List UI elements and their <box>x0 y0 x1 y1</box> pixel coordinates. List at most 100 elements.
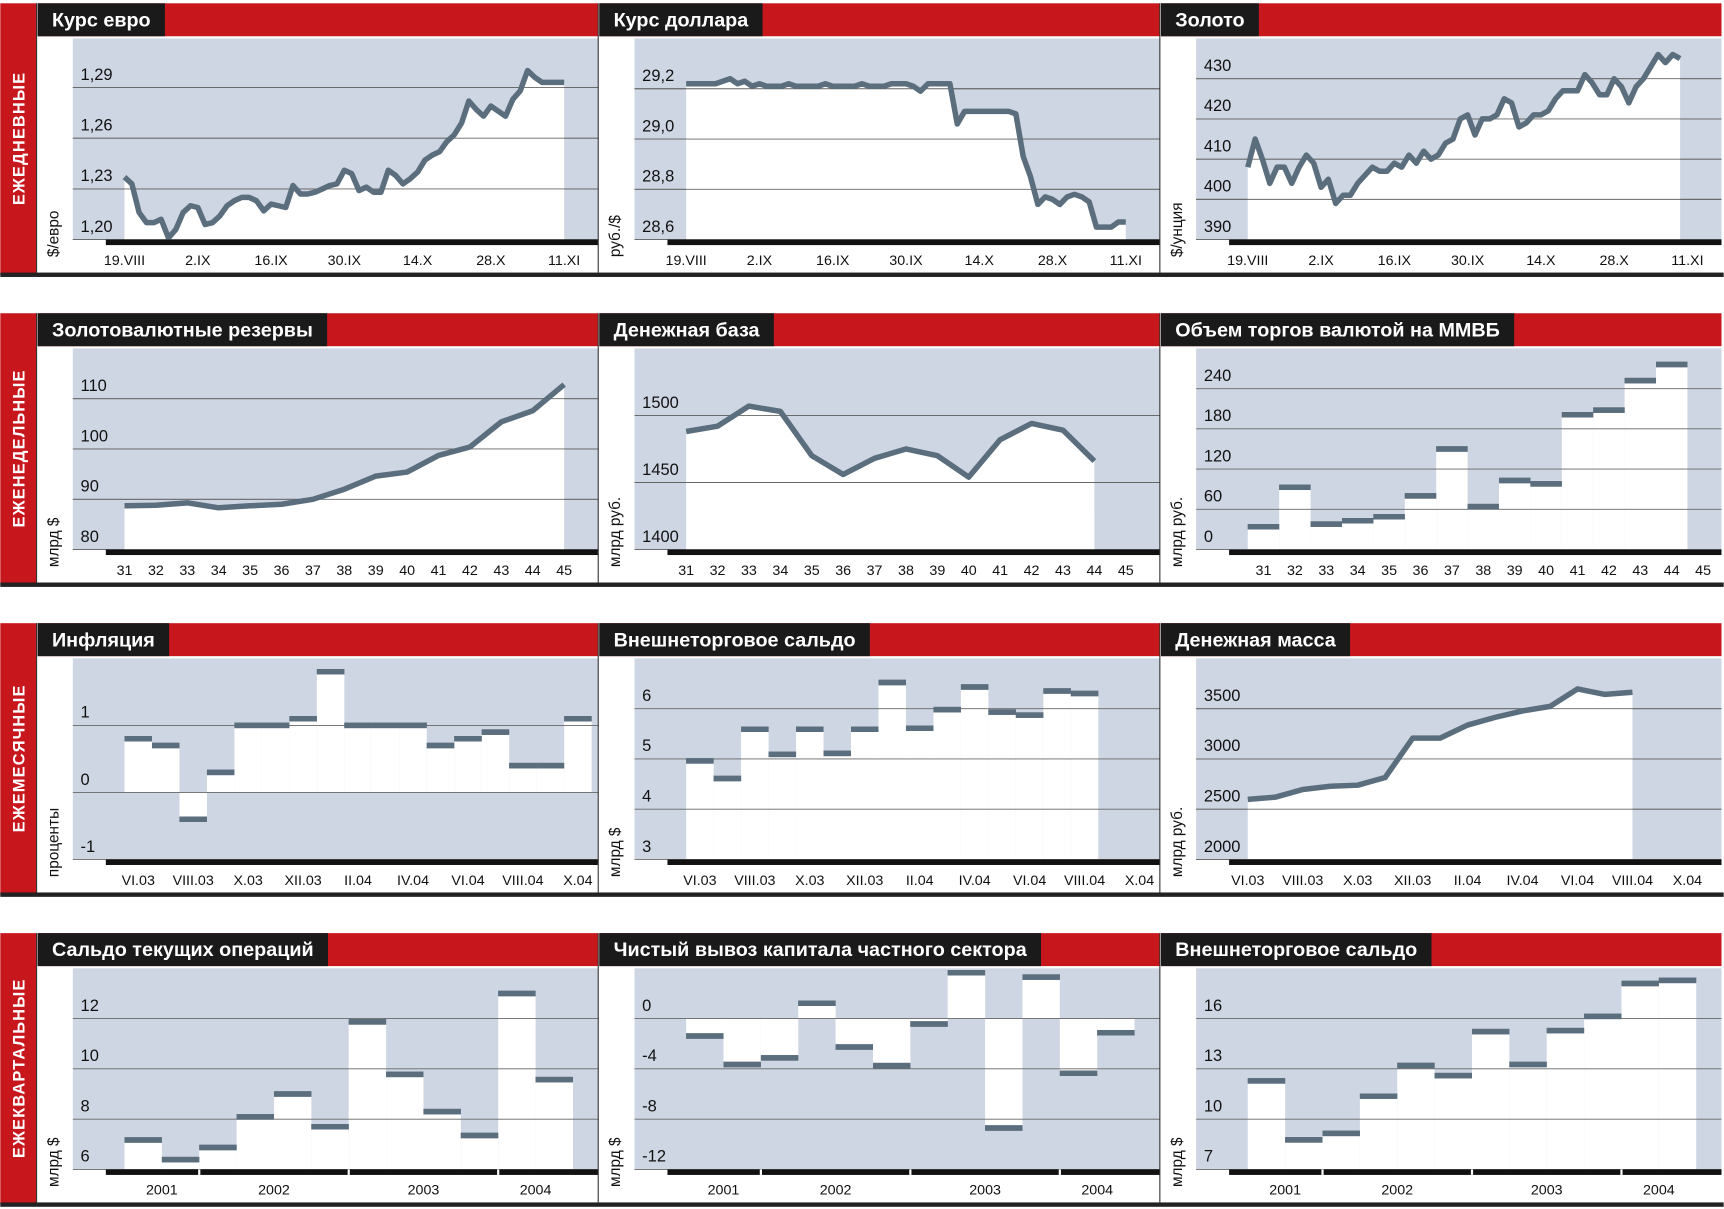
row-bottom-border <box>0 582 1724 587</box>
year-separator <box>759 1169 762 1175</box>
x-tick-label: 2001 <box>1269 1183 1301 1199</box>
row-label: ЕЖЕМЕСЯЧНЫЕ <box>10 684 28 832</box>
x-tick-label: 2003 <box>969 1183 1001 1199</box>
x-tick-label: 42 <box>1601 563 1617 579</box>
y-tick-label: 10 <box>1204 1097 1222 1115</box>
x-tick-label: 42 <box>462 563 478 579</box>
x-tick-label: X.03 <box>795 873 824 889</box>
data-line <box>685 403 1097 480</box>
step-bar <box>1015 715 1044 860</box>
step-bar <box>564 718 592 793</box>
y-tick-label: -8 <box>642 1097 657 1115</box>
y-tick-label: 3000 <box>1204 737 1241 755</box>
step-bar <box>1070 693 1099 860</box>
x-tick-label: 2.IX <box>747 253 773 269</box>
chart-title: Внешнеторговое сальдо <box>614 629 856 651</box>
step-bar <box>741 729 769 860</box>
step-bar <box>1584 1016 1622 1170</box>
x-tick-label: IV.04 <box>959 873 991 889</box>
y-tick-label: 0 <box>642 997 651 1015</box>
data-line <box>686 75 1126 230</box>
x-tick-label: 34 <box>211 563 227 579</box>
x-axis <box>667 549 1160 556</box>
x-tick-label: VI.03 <box>1231 873 1264 889</box>
x-axis <box>1229 239 1722 246</box>
y-tick-label: 390 <box>1204 218 1231 236</box>
step-bar <box>905 728 934 860</box>
step-bar <box>371 725 400 793</box>
step-bar <box>760 1018 799 1058</box>
y-tick-label: 3 <box>642 838 651 856</box>
step-bar <box>1373 516 1405 550</box>
x-tick-label: 38 <box>336 563 352 579</box>
chart-title: Денежная масса <box>1175 629 1337 651</box>
step-bar <box>423 1111 461 1170</box>
x-tick-label: 35 <box>242 563 258 579</box>
x-tick-label: 32 <box>710 563 726 579</box>
data-line <box>1245 51 1682 207</box>
step-bar <box>1624 380 1657 550</box>
x-tick-label: 31 <box>1256 563 1272 579</box>
x-tick-label: 2001 <box>146 1183 178 1199</box>
x-tick-label: 40 <box>399 563 415 579</box>
title-box <box>37 313 328 347</box>
x-tick-label: 30.IX <box>889 253 923 269</box>
step-bar <box>399 725 427 793</box>
row-bottom-border <box>0 1202 1724 1207</box>
step-bar <box>1397 1065 1435 1170</box>
step-bar <box>348 1021 387 1170</box>
x-tick-label: VIII.03 <box>1282 873 1323 889</box>
y-tick-label: 6 <box>81 1148 90 1166</box>
year-separator <box>198 1169 201 1175</box>
x-tick-label: 2004 <box>1643 1183 1675 1199</box>
y-tick-label: 1,29 <box>81 66 113 84</box>
x-tick-label: 28.X <box>1038 253 1068 269</box>
y-axis-label: $/унция <box>1169 202 1186 257</box>
y-tick-label: 90 <box>81 478 99 496</box>
step-bar <box>1285 1139 1323 1170</box>
x-tick-label: 44 <box>525 563 541 579</box>
x-tick-label: 39 <box>368 563 384 579</box>
y-tick-label: 28,8 <box>642 168 674 186</box>
chart-panel: Денежная масса млрд руб. 2000 2500 3000 3500 V… <box>1159 623 1722 893</box>
title-box <box>1160 623 1351 657</box>
y-tick-label: 4 <box>642 788 651 806</box>
x-tick-label: 35 <box>804 563 820 579</box>
x-tick-label: VIII.04 <box>502 873 543 889</box>
step-bar <box>1656 364 1688 550</box>
y-tick-label: 3500 <box>1204 687 1241 705</box>
y-axis-label: млрд руб. <box>1169 497 1186 567</box>
chart-title: Золото <box>1175 9 1244 31</box>
x-tick-label: 16.IX <box>1378 253 1412 269</box>
x-tick-label: 30.IX <box>328 253 362 269</box>
year-separator <box>909 1169 912 1175</box>
y-tick-label: 7 <box>1204 1148 1213 1166</box>
step-bar <box>289 718 317 793</box>
y-tick-label: 13 <box>1204 1047 1222 1065</box>
x-axis <box>667 1169 1160 1175</box>
x-tick-label: 31 <box>678 563 694 579</box>
x-tick-label: XII.03 <box>1394 873 1431 889</box>
step-bar <box>1561 414 1594 550</box>
step-bar <box>151 745 180 793</box>
step-bar <box>1059 1018 1098 1074</box>
y-axis-label: млрд $ <box>46 1137 63 1187</box>
y-axis-label: $/евро <box>46 211 63 258</box>
step-bar <box>1436 448 1468 550</box>
chart-title: Внешнеторговое сальдо <box>1175 939 1417 961</box>
step-bar <box>713 778 742 860</box>
y-tick-label: 2000 <box>1204 838 1241 856</box>
line-area <box>1247 54 1681 240</box>
x-axis <box>105 1169 599 1175</box>
y-tick-label: 29,0 <box>642 117 674 135</box>
y-tick-label: 1,26 <box>81 116 113 134</box>
step-bar <box>124 738 152 793</box>
step-bar <box>1404 495 1437 550</box>
chart-title: Денежная база <box>614 319 761 341</box>
step-bar <box>1279 487 1311 550</box>
x-tick-label: 43 <box>493 563 509 579</box>
step-bar <box>316 671 345 793</box>
x-tick-label: X.04 <box>563 873 592 889</box>
x-tick-label: 19.VIII <box>104 253 145 269</box>
year-separator <box>1620 1169 1623 1175</box>
